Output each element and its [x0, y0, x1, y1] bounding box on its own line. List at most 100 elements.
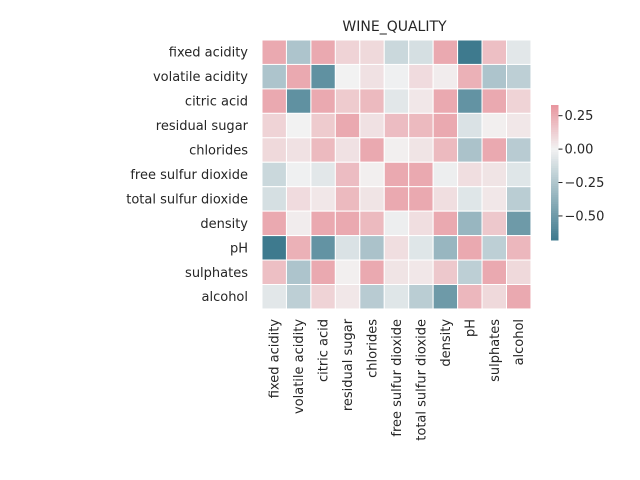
row-label: pH: [230, 241, 248, 256]
heatmap-cell: [285, 210, 312, 237]
heatmap-cell: [432, 88, 459, 114]
colorbar-segment: [551, 222, 559, 225]
heatmap-cell: [506, 161, 532, 188]
heatmap-cell: [310, 210, 336, 237]
row-label: free sulfur dioxide: [130, 168, 248, 183]
colorbar-tick-label: −0.50: [565, 209, 605, 224]
heatmap-cell: [334, 112, 361, 139]
heatmap-cell: [359, 259, 385, 285]
colorbar-segment: [551, 109, 559, 113]
colorbar-segment: [551, 172, 559, 176]
heatmap-cells: [261, 39, 532, 310]
colorbar-tick-label: −0.25: [565, 176, 605, 191]
heatmap-cell: [506, 112, 532, 139]
heatmap-cell: [481, 284, 507, 310]
heatmap-cell: [457, 235, 483, 261]
colorbar-segment: [551, 154, 559, 158]
heatmap-cell: [457, 39, 483, 65]
heatmap-cell: [432, 186, 459, 212]
heatmap-cell: [383, 39, 410, 65]
heatmap-cell: [481, 161, 507, 188]
colorbar-segment: [551, 174, 559, 178]
heatmap-cell: [506, 235, 532, 261]
heatmap-cell: [334, 210, 361, 237]
heatmap-cell: [481, 259, 507, 285]
heatmap-cell: [359, 284, 385, 310]
heatmap-cell: [432, 235, 459, 261]
colorbar-segment: [551, 204, 559, 207]
column-labels: fixed acidity volatile acidity citric acid…: [268, 318, 527, 440]
heatmap-cell: [261, 235, 287, 261]
colorbar-segment: [551, 224, 559, 227]
colorbar-segment: [551, 105, 559, 108]
heatmap-cell: [285, 137, 312, 163]
heatmap-cell: [261, 63, 287, 90]
heatmap-cell: [261, 39, 287, 65]
colorbar-segment: [551, 217, 559, 221]
heatmap-cell: [432, 161, 459, 188]
heatmap-cell: [481, 112, 507, 139]
heatmap-cell: [334, 161, 361, 188]
colorbar-segment: [551, 152, 559, 155]
colorbar-segment: [551, 208, 559, 212]
row-label: alcohol: [202, 290, 248, 305]
chart-title: WINE_QUALITY: [342, 19, 447, 35]
heatmap-cell: [457, 259, 483, 285]
row-label: total sulfur dioxide: [126, 192, 248, 207]
heatmap-cell: [432, 259, 459, 285]
heatmap-cell: [359, 39, 385, 65]
heatmap-cell: [334, 284, 361, 310]
heatmap-cell: [359, 63, 385, 90]
column-label: residual sugar: [341, 318, 356, 411]
heatmap-cell: [432, 63, 459, 90]
colorbar-segment: [551, 197, 559, 200]
column-label: free sulfur dioxide: [390, 319, 405, 437]
colorbar-segment: [551, 125, 559, 128]
colorbar-segment: [551, 237, 559, 241]
row-label: density: [200, 217, 248, 232]
heatmap-cell: [383, 284, 410, 310]
colorbar-segment: [551, 210, 559, 214]
colorbar-segment: [551, 177, 559, 180]
heatmap-cell: [481, 235, 507, 261]
row-labels: fixed acidity volatile acidity citric acid…: [126, 46, 248, 305]
heatmap-cell: [383, 210, 410, 237]
heatmap-cell: [457, 186, 483, 212]
heatmap-cell: [359, 186, 385, 212]
heatmap-cell: [506, 63, 532, 90]
colorbar-segment: [551, 120, 559, 124]
colorbar-segment: [551, 215, 559, 218]
heatmap-cell: [334, 259, 361, 285]
column-label: total sulfur dioxide: [414, 319, 429, 441]
heatmap-cell: [506, 39, 532, 65]
heatmap-cell: [334, 235, 361, 261]
heatmap-cell: [408, 88, 434, 114]
heatmap-cell: [261, 88, 287, 114]
heatmap-cell: [261, 284, 287, 310]
colorbar-segment: [551, 145, 559, 149]
heatmap-cell: [310, 63, 336, 90]
heatmap-cell: [285, 88, 312, 114]
colorbar-segment: [551, 179, 559, 182]
heatmap-cell: [383, 161, 410, 188]
colorbar: 0.25 0.00 −0.25 −0.50: [551, 105, 604, 241]
heatmap-cell: [506, 137, 532, 163]
heatmap-cell: [481, 137, 507, 163]
colorbar-segment: [551, 170, 559, 173]
heatmap-cell: [359, 112, 385, 139]
heatmap-cell: [383, 259, 410, 285]
heatmap-cell: [310, 259, 336, 285]
colorbar-segment: [551, 118, 559, 122]
colorbar-segment: [551, 219, 559, 223]
heatmap-cell: [334, 186, 361, 212]
colorbar-segment: [551, 156, 559, 160]
heatmap-cell: [408, 235, 434, 261]
heatmap-cell: [457, 88, 483, 114]
heatmap-cell: [359, 161, 385, 188]
heatmap-cell: [506, 186, 532, 212]
heatmap-cell: [310, 235, 336, 261]
heatmap-cell: [457, 284, 483, 310]
heatmap-cell: [261, 161, 287, 188]
heatmap-cell: [359, 137, 385, 163]
